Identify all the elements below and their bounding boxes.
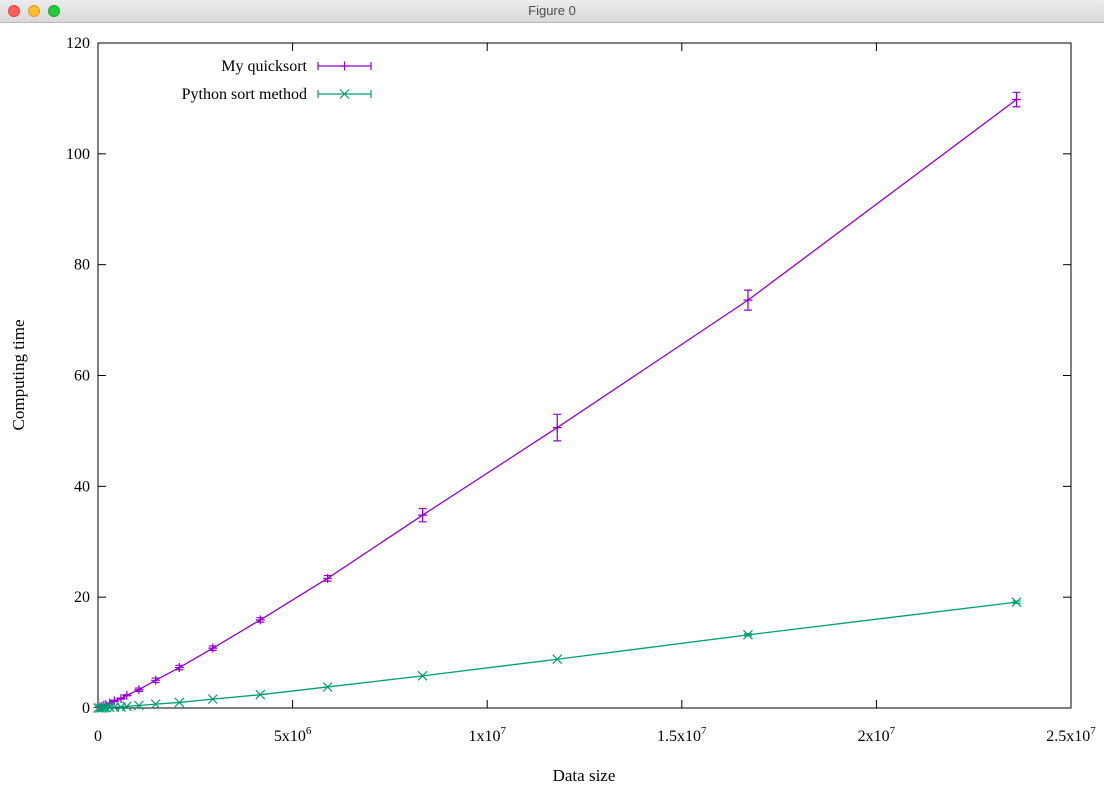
close-window-button[interactable]	[8, 5, 20, 17]
data-point	[109, 696, 119, 706]
x-axis-label: Data size	[553, 766, 616, 785]
data-point	[134, 685, 144, 695]
legend-label: My quicksort	[221, 58, 307, 75]
x-tick-label: 2.5x107	[1046, 725, 1096, 745]
y-axis-label: Computing time	[9, 320, 28, 431]
y-tick-label: 100	[66, 146, 90, 163]
data-point	[122, 690, 132, 700]
window-title: Figure 0	[528, 3, 576, 18]
legend-label: Python sort method	[182, 86, 307, 103]
data-point	[743, 295, 753, 305]
data-point	[174, 697, 185, 708]
y-tick-label: 80	[74, 257, 90, 274]
data-point	[417, 670, 428, 681]
chart: 0 5x106 1x107 1.5x107 2x107 2.5x107 0 20 40 60 80…	[9, 35, 1096, 785]
series-line	[98, 601, 1017, 709]
data-point	[255, 689, 266, 700]
data-point	[151, 675, 161, 685]
y-tick-label: 0	[82, 700, 90, 717]
y-tick-label: 40	[74, 478, 90, 495]
plot-frame	[97, 42, 1072, 709]
data-point	[207, 694, 218, 705]
plot-area: 0 5x106 1x107 1.5x107 2x107 2.5x107 0 20 40 60 80…	[0, 23, 1104, 797]
x-tick-label: 1x107	[468, 725, 506, 745]
data-point	[339, 89, 350, 99]
data-point	[1011, 597, 1022, 608]
y-tick-label: 20	[74, 589, 90, 606]
legend: My quicksort Python sort method	[182, 58, 372, 103]
data-point	[133, 700, 144, 711]
series-layer	[93, 91, 1022, 713]
data-point	[340, 61, 349, 71]
data-point	[150, 699, 161, 710]
data-point	[743, 629, 753, 640]
title-bar[interactable]: Figure 0	[0, 0, 1104, 23]
y-axis: 0 20 40 60 80 100 120	[66, 35, 1071, 717]
x-tick-label: 1.5x107	[657, 725, 707, 745]
data-point	[208, 643, 218, 653]
series-line	[97, 99, 1017, 709]
minimize-window-button[interactable]	[28, 5, 40, 17]
data-point	[322, 682, 333, 692]
data-point	[121, 701, 132, 712]
y-tick-label: 60	[74, 368, 90, 385]
legend-item: Python sort method	[182, 86, 372, 103]
data-point	[104, 702, 115, 713]
data-point	[174, 663, 184, 673]
data-point	[116, 694, 126, 704]
data-point	[552, 654, 563, 665]
data-point	[100, 702, 111, 713]
x-tick-label: 2x107	[858, 725, 896, 745]
x-axis: 0 5x106 1x107 1.5x107 2x107 2.5x107	[94, 43, 1096, 745]
data-point	[552, 423, 562, 433]
y-tick-label: 120	[66, 35, 90, 52]
data-point	[418, 510, 428, 520]
legend-item: My quicksort	[221, 58, 372, 75]
maximize-window-button[interactable]	[48, 5, 60, 17]
data-point	[255, 615, 265, 625]
data-point	[1012, 95, 1022, 105]
series-python-sort-method	[93, 597, 1022, 713]
x-tick-label: 0	[94, 728, 102, 745]
data-point	[323, 573, 333, 583]
data-point	[96, 703, 107, 713]
x-tick-label: 5x106	[274, 725, 312, 745]
